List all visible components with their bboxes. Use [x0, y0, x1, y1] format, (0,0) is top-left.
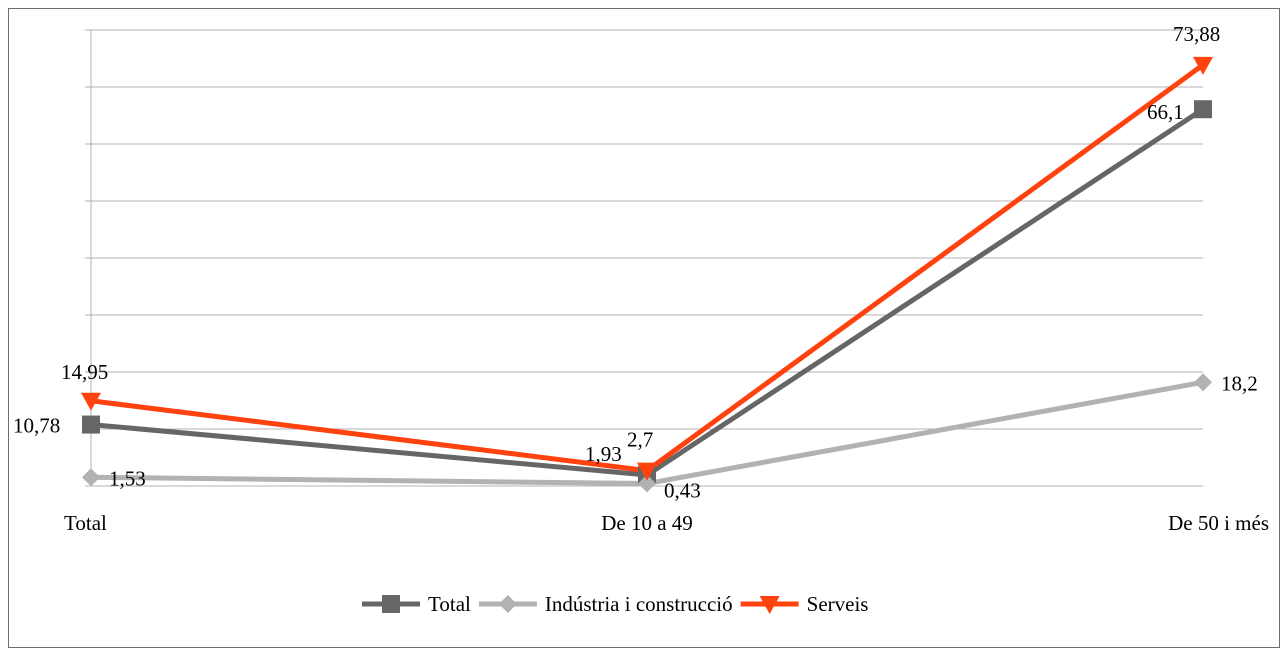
data-label: 18,2	[1221, 371, 1258, 395]
data-point	[638, 474, 656, 493]
legend-item: Indústria i construcció	[478, 592, 733, 616]
data-label: 0,43	[664, 479, 701, 503]
x-tick-label: De 50 i més	[1168, 511, 1269, 535]
gridlines	[85, 29, 1203, 487]
series-lines	[90, 62, 1205, 487]
legend-marker	[498, 595, 517, 613]
legend-marker	[759, 596, 780, 614]
data-label: 10,78	[13, 414, 60, 438]
data-labels: 10,78 1,93 66,1 1,53 0,43 18,2 14,95 2,7 73,88	[13, 22, 1258, 503]
x-tick-labels: Total De 10 a 49 De 50 i més	[64, 511, 1269, 535]
legend-marker	[382, 595, 400, 613]
legend-item: Serveis	[740, 592, 869, 616]
data-label: 73,88	[1173, 22, 1220, 46]
legend-label: Indústria i construcció	[545, 592, 733, 616]
markers	[81, 56, 1213, 493]
legend: Total Indústria i construcció Serveis	[362, 592, 868, 616]
data-point	[1194, 373, 1212, 392]
data-label: 2,7	[627, 428, 653, 452]
data-point	[1193, 56, 1213, 75]
data-point	[637, 462, 657, 481]
legend-label: Serveis	[807, 592, 869, 616]
data-point	[1194, 100, 1212, 119]
chart-frame	[8, 8, 1280, 648]
data-label: 1,53	[109, 466, 146, 490]
data-label: 1,93	[585, 442, 622, 466]
data-label: 14,95	[61, 360, 108, 384]
data-point	[82, 415, 100, 434]
x-tick-label: De 10 a 49	[601, 511, 693, 535]
legend-item: Total	[362, 592, 471, 616]
legend-label: Total	[428, 592, 471, 616]
x-tick-label: Total	[64, 511, 107, 535]
data-label: 66,1	[1147, 100, 1184, 124]
series-line	[90, 62, 1205, 474]
data-point	[81, 392, 101, 411]
data-point	[82, 468, 100, 487]
